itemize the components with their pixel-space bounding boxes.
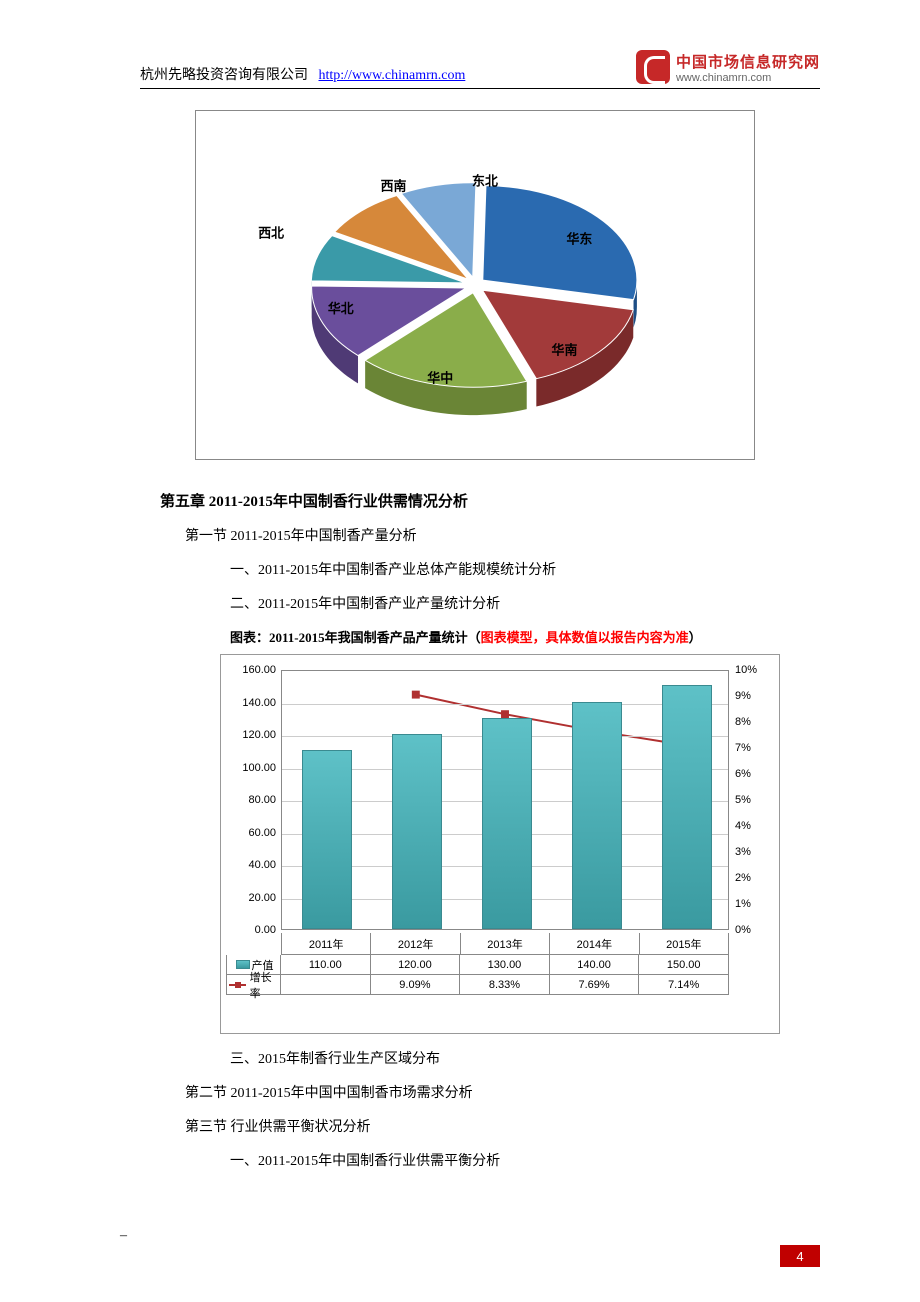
bar [392,734,442,929]
item-5-3-1: 一、2011-2015年中国制香行业供需平衡分析 [230,1150,820,1170]
legend-data-table: 产值 110.00120.00130.00140.00150.00 增长率 9.… [226,955,729,995]
y2-tick: 8% [735,716,765,728]
line-legend-icon [229,984,246,986]
logo-icon [636,50,670,84]
footer-dash: – [120,1228,127,1244]
bar-legend-icon [236,960,250,969]
svg-text:华东: 华东 [566,231,592,246]
y1-tick: 120.00 [231,729,276,741]
y1-tick: 60.00 [231,827,276,839]
bar-chart-plot-area [281,670,729,930]
legend-cell: 7.69% [550,975,640,995]
item-5-1-3: 三、2015年制香行业生产区域分布 [230,1048,820,1068]
section-5-1-title: 第一节 2011-2015年中国制香产量分析 [185,525,820,545]
page-header: 杭州先略投资咨询有限公司 http://www.chinamrn.com 中国市… [140,50,820,89]
legend-cell: 120.00 [371,955,461,975]
y2-tick: 3% [735,846,765,858]
legend-row-bar: 产值 110.00120.00130.00140.00150.00 [226,955,729,975]
x-axis-label: 2012年 [370,933,459,954]
svg-text:西北: 西北 [258,225,284,240]
logo-text-cn: 中国市场信息研究网 [676,51,820,72]
y1-tick: 140.00 [231,697,276,709]
legend-cell: 130.00 [460,955,550,975]
company-name: 杭州先略投资咨询有限公司 [140,68,308,83]
pie-chart-container: 华东华南华中 华北 西北 西南 东北 [195,110,755,460]
legend-cell: 8.33% [460,975,550,995]
legend-cell: 9.09% [371,975,461,995]
legend-cell [281,975,371,995]
item-5-1-1: 一、2011-2015年中国制香产业总体产能规模统计分析 [230,559,820,579]
svg-text:西南: 西南 [381,179,407,194]
section-5-3-title: 第三节 行业供需平衡状况分析 [185,1116,820,1136]
x-axis-label: 2011年 [282,933,370,954]
caption-part-b: 图表模型，具体数值以报告内容为准 [481,630,689,645]
legend-head-line: 增长率 [226,975,281,995]
y2-tick: 2% [735,872,765,884]
section-5-2-title: 第二节 2011-2015年中国中国制香市场需求分析 [185,1082,820,1102]
y2-tick: 9% [735,690,765,702]
y1-tick: 40.00 [231,859,276,871]
y1-tick: 0.00 [231,924,276,936]
header-company-block: 杭州先略投资咨询有限公司 http://www.chinamrn.com [140,64,465,84]
legend-cell: 150.00 [639,955,729,975]
bar [482,718,532,929]
y2-tick: 0% [735,924,765,936]
bar [572,702,622,930]
item-5-1-2: 二、2011-2015年中国制香产业产量统计分析 [230,593,820,613]
x-axis-label: 2015年 [639,933,728,954]
svg-text:东北: 东北 [472,174,498,189]
y2-tick: 7% [735,742,765,754]
y2-tick: 6% [735,768,765,780]
legend-cell: 7.14% [639,975,729,995]
bar [302,750,352,929]
header-logo-block: 中国市场信息研究网 www.chinamrn.com [636,50,820,84]
logo-text: 中国市场信息研究网 www.chinamrn.com [676,51,820,84]
x-axis-labels: 2011年2012年2013年2014年2015年 [281,933,729,955]
y1-tick: 160.00 [231,664,276,676]
y2-tick: 1% [735,898,765,910]
legend-cell: 110.00 [281,955,371,975]
bar-chart-caption: 图表：2011-2015年我国制香产品产量统计（图表模型，具体数值以报告内容为准… [230,627,820,646]
y2-tick: 5% [735,794,765,806]
bar-chart-container: 2011年2012年2013年2014年2015年 产值 110.00120.0… [220,654,780,1034]
line-legend-label: 增长率 [250,969,280,1001]
y1-tick: 20.00 [231,892,276,904]
chapter-5-title: 第五章 2011-2015年中国制香行业供需情况分析 [160,490,820,511]
caption-part-a: 图表：2011-2015年我国制香产品产量统计（ [230,630,481,645]
y2-tick: 10% [735,664,765,676]
page-number: 4 [780,1245,820,1267]
y1-tick: 100.00 [231,762,276,774]
company-url-link[interactable]: http://www.chinamrn.com [319,68,466,83]
caption-part-c: ） [689,630,702,645]
y2-tick: 4% [735,820,765,832]
svg-text:华中: 华中 [427,370,453,385]
x-axis-label: 2014年 [549,933,638,954]
y1-tick: 80.00 [231,794,276,806]
x-axis-label: 2013年 [460,933,549,954]
legend-row-line: 增长率 9.09%8.33%7.69%7.14% [226,975,729,995]
svg-text:华北: 华北 [328,301,354,316]
page-content: 华东华南华中 华北 西北 西南 东北 第五章 2011-2015年中国制香行业供需情况分… [140,100,820,1170]
logo-text-en: www.chinamrn.com [676,72,820,84]
bar [662,685,712,929]
pie-chart-svg: 华东华南华中 华北 西北 西南 东北 [196,111,754,459]
svg-text:华南: 华南 [552,343,578,358]
legend-cell: 140.00 [550,955,640,975]
